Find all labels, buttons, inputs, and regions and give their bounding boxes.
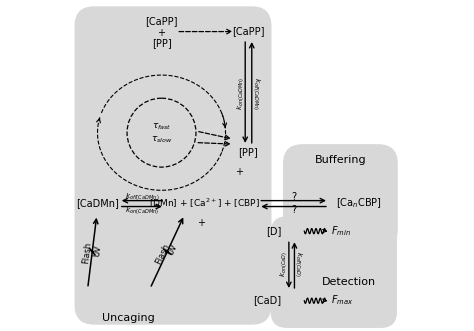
Text: Detection: Detection: [321, 277, 376, 287]
Text: [CaPP]: [CaPP]: [232, 26, 265, 36]
FancyBboxPatch shape: [283, 144, 398, 249]
Text: $k_{on(CaD)}$: $k_{on(CaD)}$: [279, 251, 289, 277]
Text: +: +: [235, 167, 243, 177]
Text: $k_{off(CaDMn)}$: $k_{off(CaDMn)}$: [125, 191, 159, 202]
Text: [CaPP]: [CaPP]: [145, 16, 178, 26]
Text: $k_{on(CaDMn)}$: $k_{on(CaDMn)}$: [235, 77, 246, 110]
Text: Flash: Flash: [81, 241, 93, 264]
Text: ?: ?: [291, 192, 296, 202]
Text: Uncaging: Uncaging: [102, 313, 155, 323]
Text: Flash: Flash: [154, 242, 171, 266]
Text: $\tau_{slow}$: $\tau_{slow}$: [151, 135, 172, 145]
Text: +: +: [157, 27, 165, 38]
Text: Buffering: Buffering: [315, 155, 366, 165]
Text: UV: UV: [165, 242, 179, 257]
Text: [Ca$_n$CBP]: [Ca$_n$CBP]: [336, 196, 381, 210]
Text: ?: ?: [291, 206, 296, 215]
Text: [PP]: [PP]: [152, 38, 172, 48]
Text: [PP]: [PP]: [238, 147, 258, 157]
Text: [CaD]: [CaD]: [253, 295, 281, 305]
Text: [DMn] + [Ca$^{2+}$] + [CBP]: [DMn] + [Ca$^{2+}$] + [CBP]: [149, 197, 260, 210]
Text: [CaDMn]: [CaDMn]: [76, 198, 119, 208]
Text: [D]: [D]: [266, 226, 281, 236]
Text: $F_{min}$: $F_{min}$: [330, 224, 351, 238]
Text: $\tau_{fast}$: $\tau_{fast}$: [152, 121, 171, 132]
Text: +: +: [197, 218, 205, 228]
Text: $k_{off(CaD)}$: $k_{off(CaD)}$: [293, 251, 304, 277]
FancyBboxPatch shape: [74, 6, 272, 325]
FancyBboxPatch shape: [271, 216, 397, 328]
Text: UV: UV: [92, 245, 103, 258]
Text: $k_{on(CaDMn)}$: $k_{on(CaDMn)}$: [125, 206, 159, 216]
Text: $F_{max}$: $F_{max}$: [330, 293, 353, 307]
Text: $k_{off(CaDMn)}$: $k_{off(CaDMn)}$: [251, 76, 262, 110]
